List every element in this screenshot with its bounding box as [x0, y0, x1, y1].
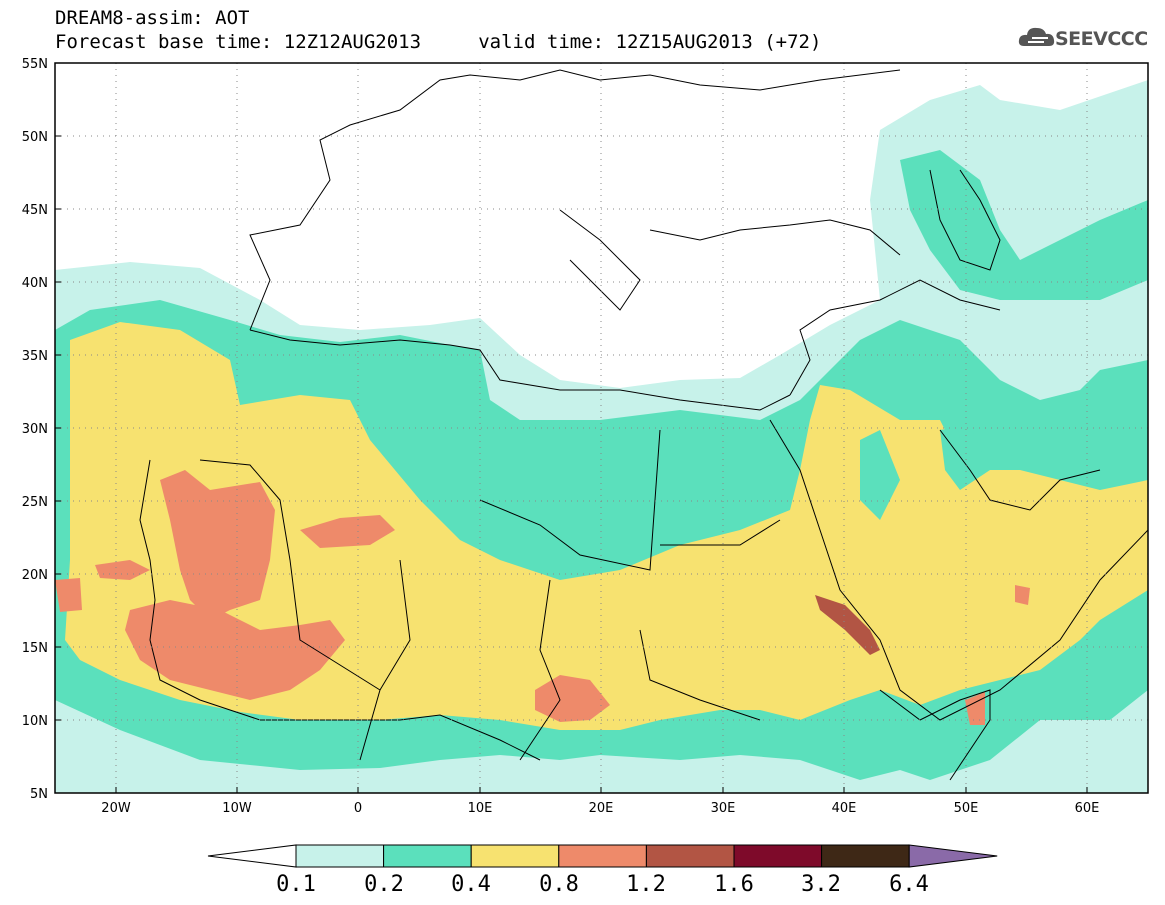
lat-label: 55N [22, 57, 48, 72]
colorbar-label: 3.2 [801, 872, 841, 897]
lon-label: 20W [101, 801, 131, 816]
colorbar-swatch [645, 844, 735, 868]
lon-label: 40E [832, 801, 857, 816]
lat-label: 20N [22, 568, 48, 583]
colorbar-label: 0.1 [276, 872, 316, 897]
logo-text: SEEVCCC [1055, 28, 1148, 50]
lon-label: 10W [222, 801, 252, 816]
map-title: DREAM8-assim: AOT [55, 7, 250, 29]
logo [1018, 20, 1158, 56]
coastlines [139, 69, 1148, 781]
lat-label: 15N [22, 641, 48, 656]
lon-label: 30E [711, 801, 736, 816]
map-subtitle: Forecast base time: 12Z12AUG2013 valid t… [55, 31, 822, 53]
lat-label: 10N [22, 714, 48, 729]
colorbar-swatch [383, 844, 472, 868]
lon-label: 0 [354, 801, 362, 816]
colorbar-label: 0.8 [539, 872, 579, 897]
colorbar-max-arrow [908, 844, 998, 868]
lon-label: 50E [954, 801, 979, 816]
colorbar-label: 6.4 [889, 872, 929, 897]
colorbar-min-arrow [207, 844, 297, 868]
lon-label: 10E [468, 801, 493, 816]
lat-label: 30N [22, 422, 48, 437]
colorbar-swatch [295, 844, 385, 868]
aot-field [55, 63, 1148, 793]
colorbar-label: 1.2 [626, 872, 666, 897]
cloud-icon [1018, 27, 1055, 46]
colorbar-swatch [558, 844, 647, 868]
lat-label: 45N [22, 203, 48, 218]
colorbar-swatch [470, 844, 560, 868]
lat-label: 5N [30, 787, 48, 802]
colorbar-swatch [821, 844, 910, 868]
lat-label: 35N [22, 349, 48, 364]
colorbar-label: 0.4 [451, 872, 491, 897]
axis-ticks [55, 62, 1088, 793]
colorbar-label: 0.2 [364, 872, 404, 897]
colorbar-swatch [733, 844, 823, 868]
lat-label: 50N [22, 130, 48, 145]
colorbar [207, 844, 998, 868]
lon-label: 20E [589, 801, 614, 816]
lat-label: 40N [22, 276, 48, 291]
grid [55, 63, 1148, 793]
lon-label: 60E [1075, 801, 1100, 816]
lat-label: 25N [22, 495, 48, 510]
colorbar-label: 1.6 [714, 872, 754, 897]
